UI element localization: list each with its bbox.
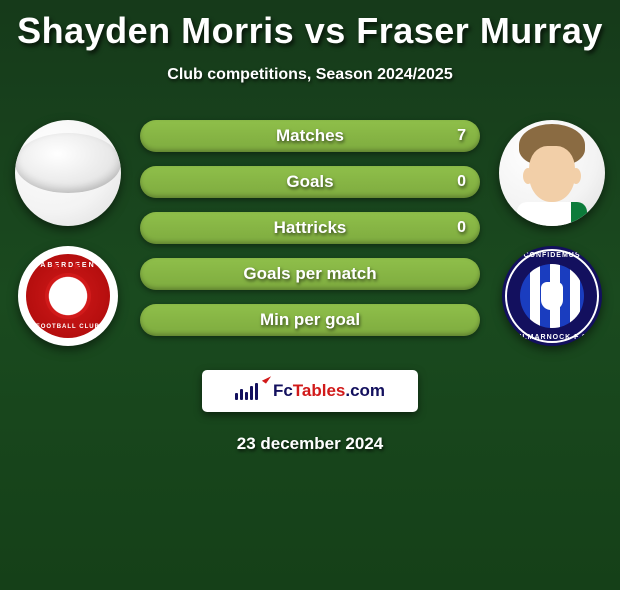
bar-label: Hattricks: [274, 218, 347, 238]
bar-value-right: 7: [457, 127, 466, 145]
bar-label: Goals per match: [243, 264, 376, 284]
bar-value-right: 0: [457, 219, 466, 237]
player-right-avatar: [499, 120, 605, 226]
club-crest-kilmarnock: CONFIDEMUS KILMARNOCK F.C.: [502, 246, 602, 346]
comparison-area: ★ ★ ABERDEEN FOOTBALL CLUB Matches 7 Goa…: [0, 120, 620, 360]
date-text: 23 december 2024: [0, 434, 620, 454]
bar-label: Goals: [286, 172, 333, 192]
player-left-avatar: [15, 120, 121, 226]
club-crest-aberdeen: ★ ★ ABERDEEN FOOTBALL CLUB: [18, 246, 118, 346]
bar-hattricks: Hattricks 0: [140, 212, 480, 244]
stat-bars: Matches 7 Goals 0 Hattricks 0 Goals per …: [140, 120, 480, 350]
fctables-logo: FcTables.com: [202, 370, 418, 412]
bar-goals-per-match: Goals per match: [140, 258, 480, 290]
bar-min-per-goal: Min per goal: [140, 304, 480, 336]
bar-chart-icon: [235, 383, 258, 400]
bar-label: Matches: [276, 126, 344, 146]
bar-label: Min per goal: [260, 310, 360, 330]
subtitle: Club competitions, Season 2024/2025: [0, 66, 620, 84]
bar-goals: Goals 0: [140, 166, 480, 198]
player-left-column: ★ ★ ABERDEEN FOOTBALL CLUB: [8, 120, 128, 346]
player-right-column: CONFIDEMUS KILMARNOCK F.C.: [492, 120, 612, 346]
bar-value-right: 0: [457, 173, 466, 191]
bar-matches: Matches 7: [140, 120, 480, 152]
arrow-icon: [262, 373, 271, 383]
logo-text: FcTables.com: [273, 381, 385, 401]
page-title: Shayden Morris vs Fraser Murray: [0, 10, 620, 52]
